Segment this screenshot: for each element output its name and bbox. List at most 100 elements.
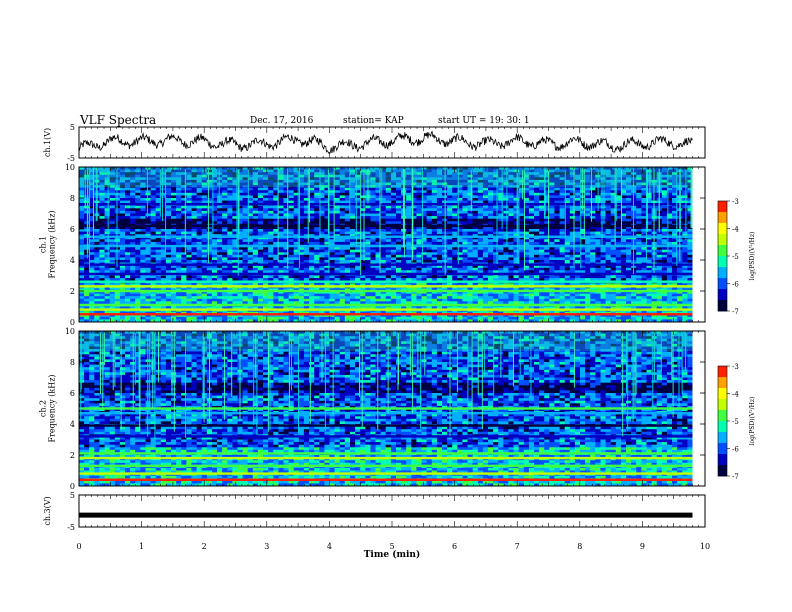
spectrogram-cell	[488, 229, 493, 232]
spectrogram-cell	[544, 250, 549, 253]
spectrogram-cell	[473, 260, 478, 263]
spectrogram-cell	[207, 255, 212, 258]
spectrogram-cell	[488, 198, 493, 201]
spectrogram-cell	[560, 247, 565, 250]
spectrogram-cell	[156, 247, 161, 250]
spectrogram-cell	[192, 219, 197, 222]
spectrogram-cell	[171, 193, 176, 196]
spectrogram-cell	[682, 229, 687, 232]
spectrogram-cell	[135, 219, 140, 222]
spectrogram-cell	[401, 255, 406, 258]
spectrogram-cell	[115, 250, 120, 253]
spectrogram-cell	[575, 268, 580, 271]
spectrogram-cell	[197, 260, 202, 263]
spectrogram-cell	[616, 247, 621, 250]
spectrogram-cell	[575, 221, 580, 224]
spectrogram-cell	[253, 208, 258, 211]
spectrogram-cell	[687, 242, 692, 245]
spectrogram-cell	[447, 242, 452, 245]
spectrogram-cell	[539, 190, 544, 193]
spectrogram-cell	[340, 221, 345, 224]
spectrogram-cell	[115, 247, 120, 250]
spectrogram-cell	[452, 257, 457, 260]
spectrogram-cell	[350, 247, 355, 250]
spectrogram-cell	[227, 242, 232, 245]
spectrogram-cell	[146, 268, 151, 271]
spectrogram-cell	[192, 195, 197, 198]
spectrogram-cell	[120, 247, 125, 250]
spectrogram-cell	[166, 195, 171, 198]
spectrogram-cell	[140, 257, 145, 260]
spectrogram-cell	[468, 211, 473, 214]
spectrogram-cell	[427, 208, 432, 211]
spectrogram-cell	[181, 214, 186, 217]
spectrogram-cell	[227, 221, 232, 224]
spectrogram-cell	[125, 239, 130, 242]
spectrogram-cell	[192, 250, 197, 253]
spectrogram-cell	[590, 198, 595, 201]
spectrogram-cell	[478, 252, 483, 255]
spectrogram-cell	[636, 260, 641, 263]
spectrogram-cell	[447, 190, 452, 193]
spectrogram-cell	[473, 239, 478, 242]
spectrogram-cell	[263, 268, 268, 271]
spectrogram-cell	[156, 219, 161, 222]
spectrogram-cell	[258, 255, 263, 258]
spectrogram-cell	[120, 219, 125, 222]
spectrogram-cell	[192, 268, 197, 271]
spectrogram-cell	[514, 247, 519, 250]
spectrogram-cell	[181, 188, 186, 191]
spectrogram-cell	[263, 239, 268, 242]
spectrogram-cell	[120, 193, 125, 196]
spectrogram-cell	[192, 252, 197, 255]
spectrogram-cell	[636, 211, 641, 214]
spectrogram-cell	[554, 206, 559, 209]
spectrogram-cell	[340, 247, 345, 250]
spectrogram-cell	[427, 219, 432, 222]
spectrogram-cell	[135, 206, 140, 209]
spectrogram-cell	[473, 216, 478, 219]
spectrogram-cell	[84, 260, 89, 263]
spectrogram-cell	[493, 214, 498, 217]
spectrogram-cell	[166, 211, 171, 214]
spectrogram-cell	[365, 232, 370, 235]
spectrogram-cell	[370, 232, 375, 235]
spectrogram-cell	[386, 214, 391, 217]
spectrogram-cell	[278, 260, 283, 263]
spectrogram-cell	[601, 198, 606, 201]
spectrogram-cell	[345, 229, 350, 232]
spectrogram-cell	[447, 195, 452, 198]
spectrogram-cell	[166, 221, 171, 224]
spectrogram-cell	[248, 255, 253, 258]
spectrogram-cell	[416, 239, 421, 242]
spectrogram-cell	[554, 250, 559, 253]
spectrogram-cell	[370, 268, 375, 271]
spectrogram-cell	[391, 219, 396, 222]
spectrogram-cell	[340, 260, 345, 263]
spectrogram-cell	[468, 198, 473, 201]
spectrogram-cell	[590, 252, 595, 255]
spectrogram-cell	[258, 219, 263, 222]
spectrogram-cell	[493, 188, 498, 191]
spectrogram-cell	[539, 188, 544, 191]
spectrogram-cell	[396, 257, 401, 260]
spectrogram-cell	[606, 247, 611, 250]
spectrogram-cell	[140, 221, 145, 224]
spectrogram-cell	[416, 232, 421, 235]
spectrogram-cell	[391, 255, 396, 258]
spectrogram-cell	[176, 260, 181, 263]
spectrogram-cell	[207, 242, 212, 245]
spectrogram-cell	[289, 247, 294, 250]
spectrogram-cell	[498, 198, 503, 201]
spectrogram-cell	[289, 193, 294, 196]
spectrogram-cell	[105, 255, 110, 258]
spectrogram-cell	[427, 242, 432, 245]
spectrogram-cell	[365, 252, 370, 255]
spectrogram-cell	[110, 195, 115, 198]
spectrogram-cell	[416, 255, 421, 258]
spectrogram-cell	[140, 188, 145, 191]
spectrogram-cell	[575, 214, 580, 217]
spectrogram-cell	[447, 214, 452, 217]
spectrogram-cell	[529, 242, 534, 245]
spectrogram-cell	[314, 219, 319, 222]
